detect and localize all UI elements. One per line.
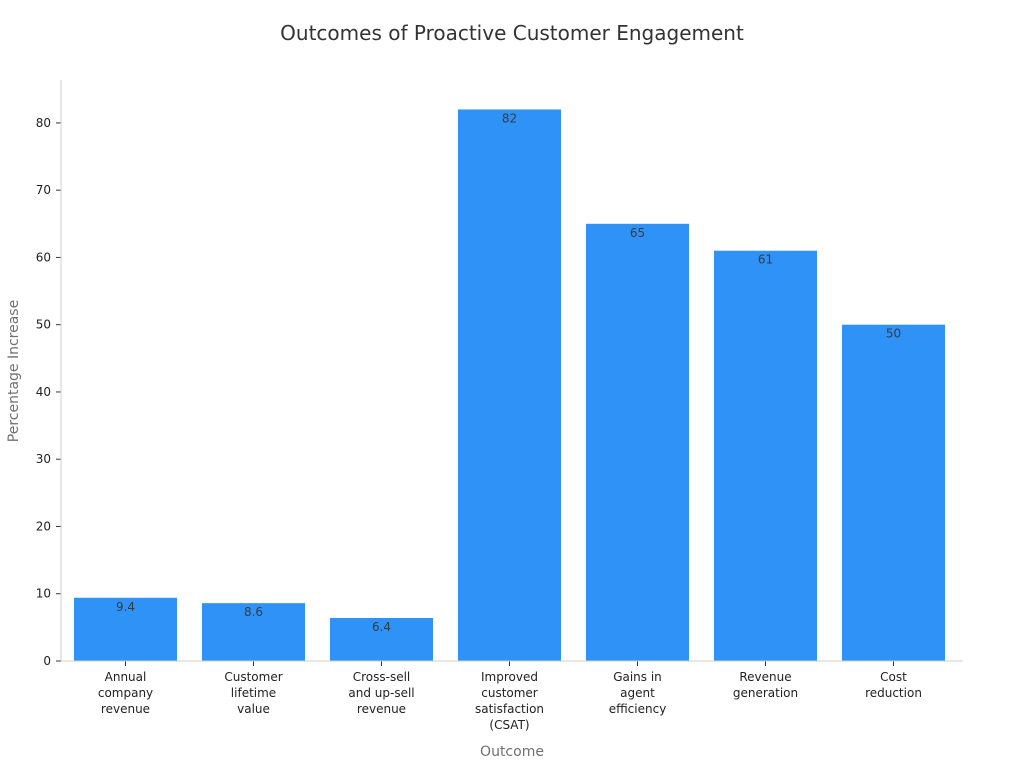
data-label: 50 [886,327,901,341]
data-label: 8.6 [244,605,263,619]
y-tick-label: 10 [36,587,51,601]
chart-title: Outcomes of Proactive Customer Engagemen… [280,21,744,45]
bar [74,597,177,661]
x-tick-label: Customer lifetime value [224,670,282,716]
y-tick-label: 80 [36,116,51,130]
bar [330,617,433,661]
y-axis: 0 10 20 30 40 50 60 70 80 [36,116,61,668]
bar [586,223,689,661]
y-tick-label: 70 [36,183,51,197]
x-tick-label: Cross-sell and up-sell revenue [348,670,414,716]
y-tick-label: 60 [36,250,51,264]
x-tick-label: Gains in agent efficiency [609,670,667,716]
data-label: 65 [630,226,645,240]
data-label: 9.4 [116,600,135,614]
x-axis: Annual company revenue Customer lifetime valu… [98,661,922,732]
data-labels-group: 9.4 8.6 6.4 82 65 61 50 [116,111,901,633]
y-tick-label: 30 [36,452,51,466]
bar [714,250,817,662]
y-axis-title: Percentage Increase [6,300,22,442]
bar [202,603,305,661]
bars-group [74,109,945,662]
y-tick-label: 0 [43,654,51,668]
bar [458,109,561,661]
x-tick-label: Cost reduction [865,670,922,700]
bar [842,324,945,661]
x-tick-label: Improved customer satisfaction (CSAT) [475,670,544,732]
data-label: 82 [502,111,517,125]
y-tick-label: 20 [36,519,51,533]
x-axis-title: Outcome [480,744,544,760]
data-label: 61 [758,253,773,267]
data-label: 6.4 [372,620,391,634]
y-tick-label: 40 [36,385,51,399]
y-tick-label: 50 [36,318,51,332]
x-tick-label: Revenue generation [733,670,798,700]
x-tick-label: Annual company revenue [98,670,153,716]
